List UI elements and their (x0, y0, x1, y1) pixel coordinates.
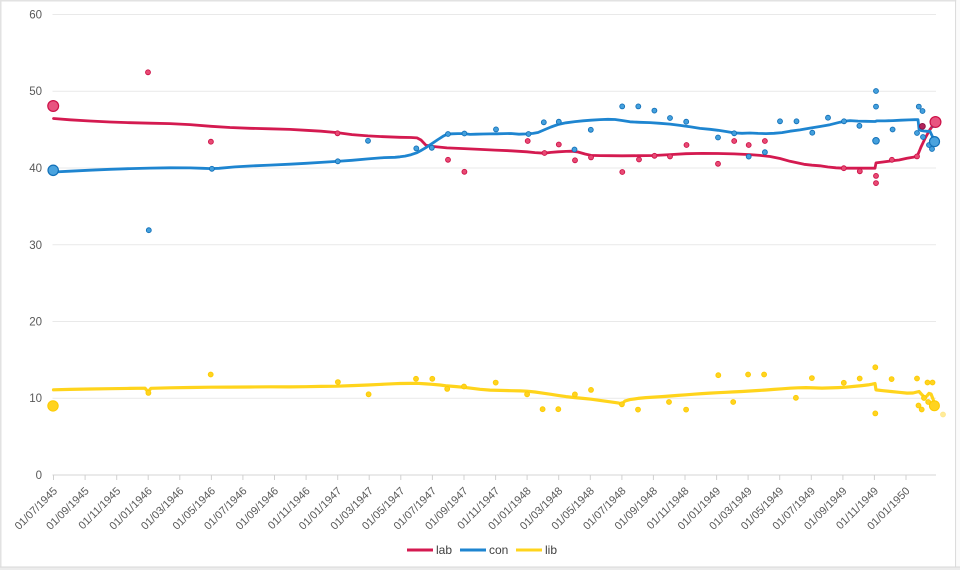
svg-text:10: 10 (29, 393, 42, 405)
svg-text:lab: lab (436, 543, 452, 557)
svg-text:40: 40 (29, 163, 42, 175)
svg-text:50: 50 (29, 86, 42, 98)
svg-text:30: 30 (29, 240, 42, 252)
svg-text:con: con (489, 543, 508, 557)
svg-text:60: 60 (29, 10, 42, 22)
svg-text:20: 20 (29, 317, 42, 329)
svg-text:lib: lib (545, 543, 557, 557)
svg-text:0: 0 (36, 470, 42, 482)
